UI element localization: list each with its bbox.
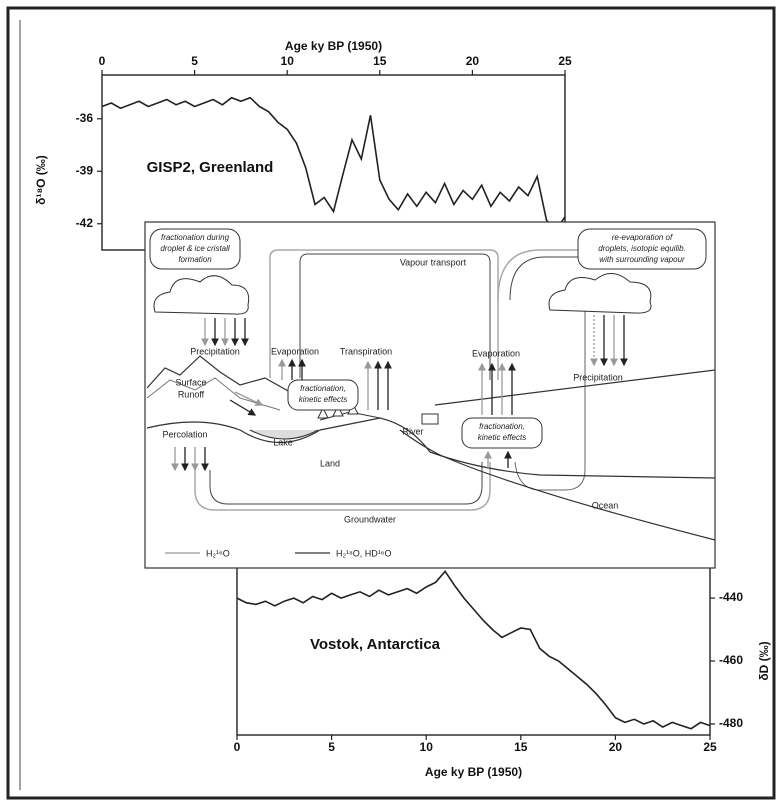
diagram-frame bbox=[145, 222, 715, 568]
y-tick-label: -42 bbox=[76, 216, 94, 230]
label: Runoff bbox=[178, 389, 205, 399]
label: Precipitation bbox=[573, 372, 623, 382]
note-text: kinetic effects bbox=[299, 395, 347, 404]
label: River bbox=[402, 426, 423, 436]
y-axis-label: δD (‰) bbox=[757, 641, 771, 680]
label: Lake bbox=[273, 437, 293, 447]
note-text: fractionation, bbox=[300, 384, 346, 393]
x-tick-label: 20 bbox=[466, 54, 480, 68]
x-tick-label: 0 bbox=[99, 54, 106, 68]
label: Transpiration bbox=[340, 346, 392, 356]
label: Groundwater bbox=[344, 514, 396, 524]
x-axis-label: Age ky BP (1950) bbox=[425, 765, 522, 779]
legend-label: H₂¹⁸O, HD¹⁶O bbox=[336, 548, 392, 558]
page: 0 5 10 15 20 25 Age ky BP (1950) -36 -39 -42 δ¹⁸O … bbox=[0, 0, 782, 806]
legend-label: H₂¹⁶O bbox=[206, 548, 230, 558]
label: Evaporation bbox=[472, 348, 520, 358]
x-tick-label: 20 bbox=[609, 740, 623, 754]
y-tick-label: -36 bbox=[76, 111, 94, 125]
y-axis-label: δ¹⁸O (‰) bbox=[34, 155, 48, 205]
note-text: with surrounding vapour bbox=[599, 255, 685, 264]
x-tick-label: 15 bbox=[373, 54, 387, 68]
annotation: GISP2, Greenland bbox=[147, 159, 274, 176]
annotation: Vostok, Antarctica bbox=[310, 636, 441, 653]
figure: 0 5 10 15 20 25 Age ky BP (1950) -36 -39 -42 δ¹⁸O … bbox=[0, 0, 782, 806]
x-tick-label: 15 bbox=[514, 740, 528, 754]
x-tick-label: 5 bbox=[191, 54, 198, 68]
note-text: formation bbox=[178, 255, 212, 264]
label: Ocean bbox=[592, 500, 619, 510]
label: Evaporation bbox=[271, 346, 319, 356]
x-tick-label: 0 bbox=[234, 740, 241, 754]
x-tick-label: 5 bbox=[328, 740, 335, 754]
note-text: droplet & ice cristall bbox=[160, 244, 230, 253]
label: Surface bbox=[175, 377, 206, 387]
y-tick-label: -480 bbox=[719, 716, 743, 730]
water-cycle-diagram: fractionation during droplet & ice crist… bbox=[145, 222, 715, 568]
x-tick-label: 25 bbox=[558, 54, 572, 68]
house bbox=[422, 414, 438, 424]
x-tick-label: 10 bbox=[281, 54, 295, 68]
label: Land bbox=[320, 458, 340, 468]
y-tick-label: -440 bbox=[719, 590, 743, 604]
label: Precipitation bbox=[190, 346, 240, 356]
y-tick-label: -460 bbox=[719, 653, 743, 667]
x-tick-label: 10 bbox=[420, 740, 434, 754]
y-tick-label: -39 bbox=[76, 163, 94, 177]
note-text: re-evaporation of bbox=[612, 233, 673, 242]
note-text: fractionation, bbox=[479, 422, 525, 431]
note-text: fractionation during bbox=[161, 233, 230, 242]
label: Vapour transport bbox=[400, 257, 467, 267]
label: Percolation bbox=[162, 429, 207, 439]
x-axis-label: Age ky BP (1950) bbox=[285, 39, 382, 53]
note-text: kinetic effects bbox=[478, 433, 526, 442]
note-text: droplets, isotopic equilib. bbox=[598, 244, 686, 253]
x-tick-label: 25 bbox=[703, 740, 717, 754]
